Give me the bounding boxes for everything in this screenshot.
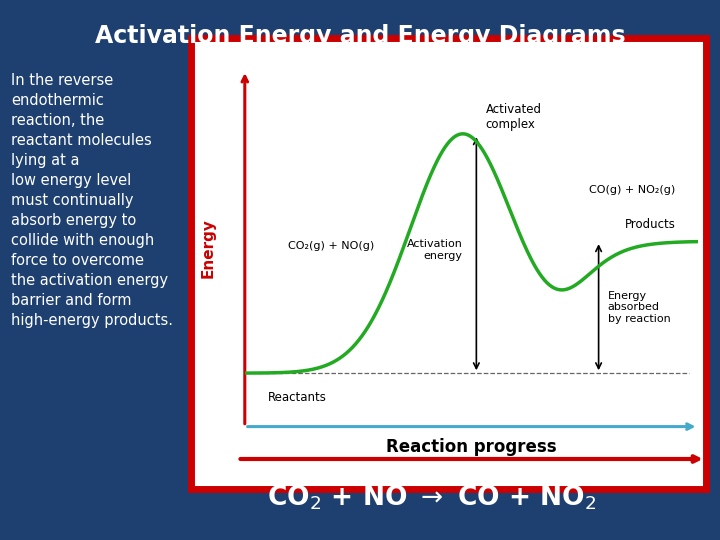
Text: CO(g) + NO₂(g): CO(g) + NO₂(g) (590, 185, 676, 195)
FancyBboxPatch shape (191, 38, 706, 489)
Text: Reaction progress: Reaction progress (387, 438, 557, 456)
Text: Activated
complex: Activated complex (485, 103, 541, 131)
Text: Reactants: Reactants (268, 391, 326, 404)
Text: CO₂(g) + NO(g): CO₂(g) + NO(g) (288, 241, 374, 251)
Text: Energy: Energy (201, 219, 216, 278)
Text: CO$_2$ + NO $\rightarrow$ CO + NO$_2$: CO$_2$ + NO $\rightarrow$ CO + NO$_2$ (267, 483, 597, 512)
Text: Activation Energy and Energy Diagrams: Activation Energy and Energy Diagrams (95, 24, 625, 48)
Text: In the reverse
endothermic
reaction, the
reactant molecules
lying at a
low energ: In the reverse endothermic reaction, the… (11, 73, 173, 328)
Text: Activation
energy: Activation energy (407, 239, 463, 261)
Text: Energy
absorbed
by reaction: Energy absorbed by reaction (608, 291, 670, 324)
Text: Products: Products (625, 218, 676, 231)
